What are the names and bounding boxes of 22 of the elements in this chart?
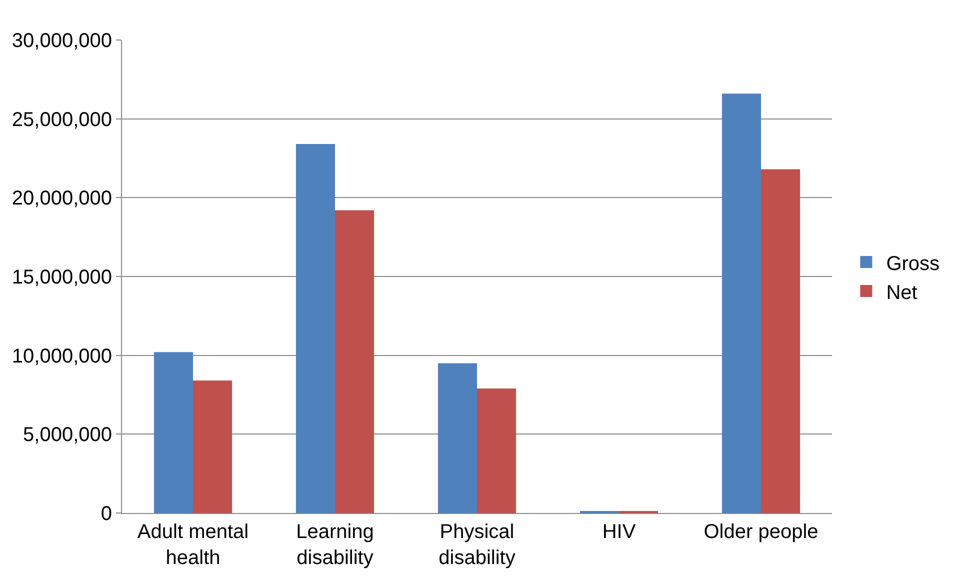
legend-label: Gross <box>886 252 940 275</box>
bar <box>761 169 800 513</box>
x-tick-label: HIV <box>602 521 636 543</box>
bar <box>335 210 374 513</box>
bar <box>722 94 761 513</box>
bar <box>154 352 193 513</box>
y-tick-label: 25,000,000 <box>12 108 112 131</box>
bar <box>438 363 477 513</box>
y-tick-label: 20,000,000 <box>12 188 112 210</box>
bar <box>193 380 232 513</box>
y-tick-label: 15,000,000 <box>12 266 112 288</box>
x-tick-label: Older people <box>704 521 818 543</box>
bar <box>296 144 335 513</box>
x-tick-label: Physical disability <box>438 521 516 569</box>
y-tick-label: 5,000,000 <box>23 424 112 446</box>
y-tick-label: 0 <box>100 503 112 525</box>
x-tick-label: Adult mental health <box>137 521 249 569</box>
legend-label: Net <box>886 282 918 304</box>
y-tick-label: 10,000,000 <box>12 345 112 368</box>
bar <box>477 388 516 513</box>
y-tick-label: 30,000,000 <box>12 30 112 52</box>
x-tick-label: Learning disability <box>296 521 374 569</box>
